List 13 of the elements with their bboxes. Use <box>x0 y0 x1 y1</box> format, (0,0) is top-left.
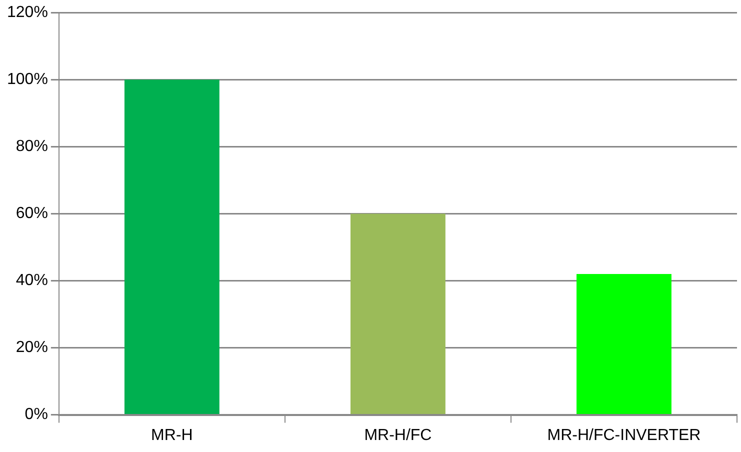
x-tick-label: MR-H <box>151 426 193 444</box>
x-tick-label: MR-H/FC-INVERTER <box>547 426 701 444</box>
y-tick-label: 100% <box>7 71 48 88</box>
bar <box>124 80 220 414</box>
y-tick-label: 40% <box>16 272 48 290</box>
y-tick-label: 80% <box>16 138 48 156</box>
y-tick-label: 60% <box>16 205 48 222</box>
x-tick-label: MR-H/FC <box>364 426 432 444</box>
y-tick-label: 0% <box>24 406 48 424</box>
y-tick-label: 20% <box>16 339 48 356</box>
bar <box>350 214 446 414</box>
y-tick-label: 120% <box>7 4 48 22</box>
bar <box>576 274 672 414</box>
